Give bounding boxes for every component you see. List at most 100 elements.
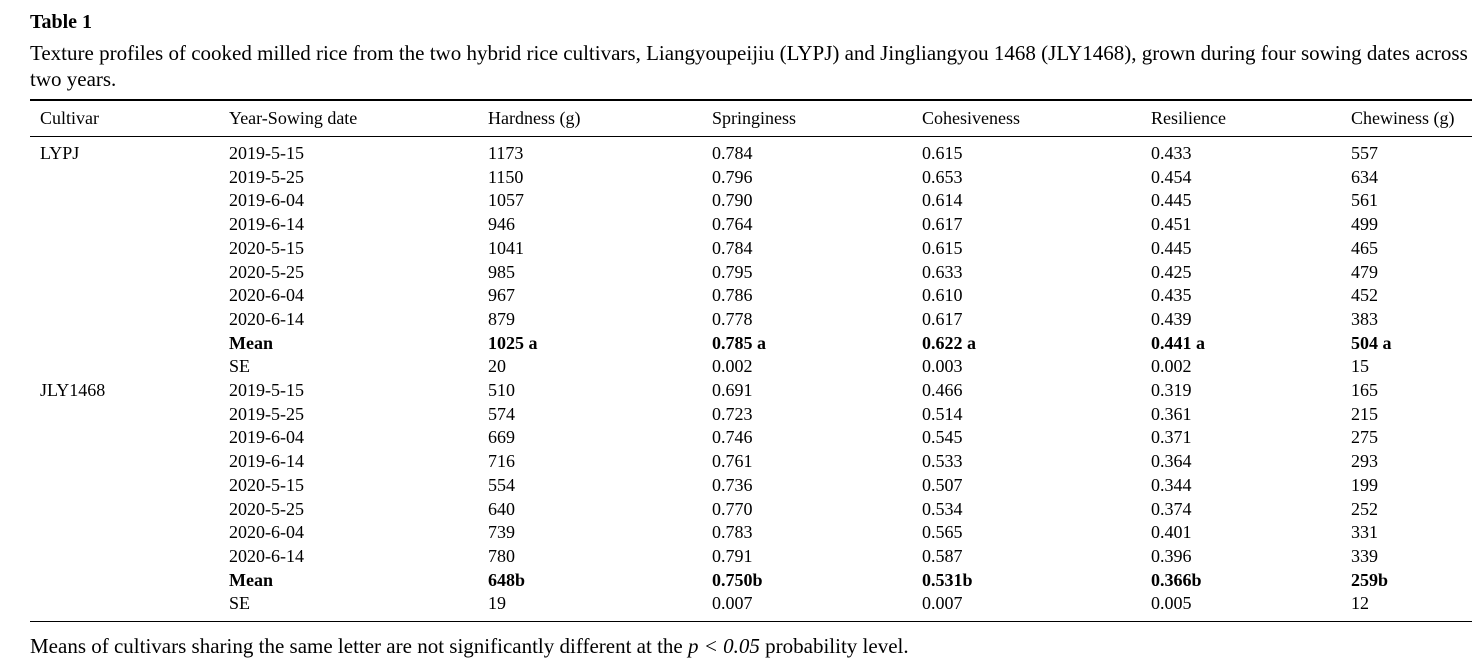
table-cell: 339 [1351, 545, 1378, 566]
table-cell [30, 521, 219, 545]
table-cell [30, 592, 219, 621]
table-row: SE 20 0.002 0.003 0.002 15 [30, 355, 1472, 379]
table-cell: 252 [1351, 498, 1378, 519]
table-cell: 634 [1351, 166, 1378, 187]
table-cell: 0.007 [922, 593, 963, 614]
table-cell: 554 [488, 474, 515, 495]
table-cell: 0.545 [922, 427, 963, 448]
table-cell: SE [229, 593, 251, 614]
table-row: 2019-6-14 946 0.764 0.617 0.451 499 [30, 213, 1472, 237]
table-cell: 2020-5-25 [229, 261, 304, 282]
table-cell [30, 166, 219, 190]
table-cell: 19 [488, 593, 506, 614]
table-cell: 0.507 [922, 474, 963, 495]
table-cell: 0.723 [712, 403, 753, 424]
table-row: 2019-6-04 669 0.746 0.545 0.371 275 [30, 426, 1472, 450]
table-cell: 0.396 [1151, 545, 1192, 566]
table-cell: 0.441 a [1151, 332, 1205, 353]
table-cell: 2020-6-04 [229, 522, 304, 543]
table-cell: 383 [1351, 308, 1378, 329]
table-cell: 0.691 [712, 380, 753, 401]
table-cell [30, 545, 219, 569]
table-cell: 557 [1351, 143, 1378, 163]
table-cell: 985 [488, 261, 515, 282]
table-cell: 2019-6-04 [229, 190, 304, 211]
table-caption: Texture profiles of cooked milled rice f… [30, 41, 1468, 91]
table-cell: 0.466 [922, 380, 963, 401]
table-cell: 1041 [488, 237, 524, 258]
table-cell: 0.445 [1151, 237, 1192, 258]
table-cell [30, 189, 219, 213]
table-cell [30, 308, 219, 332]
table-cell: 0.002 [712, 356, 753, 377]
table-cell: 0.565 [922, 522, 963, 543]
table-cell: 2020-5-15 [229, 474, 304, 495]
table-cell: 0.344 [1151, 474, 1192, 495]
table-cell: 0.319 [1151, 380, 1192, 401]
table-row: Mean 1025 a 0.785 a 0.622 a 0.441 a 504 a [30, 332, 1472, 356]
table-cell: Mean [229, 569, 273, 590]
table-cell: 0.445 [1151, 190, 1192, 211]
table-cell: 648b [488, 569, 526, 590]
table-cell: 0.791 [712, 545, 753, 566]
table-cell: 0.795 [712, 261, 753, 282]
table-cell: 0.786 [712, 285, 753, 306]
table-cell: 2019-6-04 [229, 427, 304, 448]
table-cell [30, 498, 219, 522]
table-cell: 0.615 [922, 143, 963, 163]
table-cell: 1150 [488, 166, 524, 187]
table-cell: 0.764 [712, 214, 753, 235]
table-cell: 0.454 [1151, 166, 1192, 187]
table-cell [30, 426, 219, 450]
table-row: 2019-5-25 1150 0.796 0.653 0.454 634 [30, 166, 1472, 190]
footnote-text-before: Means of cultivars sharing the same lett… [30, 634, 688, 659]
table-row: 2020-5-15 554 0.736 0.507 0.344 199 [30, 474, 1472, 498]
table-row: Mean 648b 0.750b 0.531b 0.366b 259b [30, 569, 1472, 593]
table-cell: 215 [1351, 403, 1378, 424]
table-cell: 0.617 [922, 214, 963, 235]
table-cell: 0.534 [922, 498, 963, 519]
table-cell: 0.653 [922, 166, 963, 187]
table-cell: 199 [1351, 474, 1378, 495]
table-cell: 0.622 a [922, 332, 976, 353]
table-cell: 0.514 [922, 403, 963, 424]
table-cell: 1057 [488, 190, 524, 211]
table-cell [30, 284, 219, 308]
table-body: LYPJ 2019-5-15 1173 0.784 0.615 0.433 557 2019-… [30, 137, 1472, 622]
table-cell: 879 [488, 308, 515, 329]
table-footnote: Means of cultivars sharing the same lett… [30, 633, 1470, 659]
table-cell: 2020-6-04 [229, 285, 304, 306]
table-cell: 967 [488, 285, 515, 306]
table-cell: 0.615 [922, 237, 963, 258]
table-row: 2019-5-25 574 0.723 0.514 0.361 215 [30, 403, 1472, 427]
table-cell: 2020-6-14 [229, 545, 304, 566]
table-cell: 0.761 [712, 451, 753, 472]
table-cell: 20 [488, 356, 506, 377]
table-cell: 0.610 [922, 285, 963, 306]
table-cell: 15 [1351, 356, 1369, 377]
table-cell [30, 237, 219, 261]
table-cell: 0.451 [1151, 214, 1192, 235]
table-cell: 12 [1351, 593, 1369, 614]
table-row: 2020-6-14 879 0.778 0.617 0.439 383 [30, 308, 1472, 332]
table-cell: 946 [488, 214, 515, 235]
table-cell: 0.401 [1151, 522, 1192, 543]
table-cell: 275 [1351, 427, 1378, 448]
table-label: Table 1 [30, 11, 93, 33]
table-cell [30, 569, 219, 593]
table-cell: 2019-5-25 [229, 403, 304, 424]
table-cell: 504 a [1351, 332, 1392, 353]
column-header-resilience: Resilience [1141, 100, 1341, 137]
table-cell: 0.750b [712, 569, 763, 590]
table-cell [30, 261, 219, 285]
table-cell: 2019-5-15 [229, 143, 304, 163]
table-cell: 0.425 [1151, 261, 1192, 282]
table-cell: 0.002 [1151, 356, 1192, 377]
column-header-chewiness: Chewiness (g) [1341, 100, 1472, 137]
table-row: 2019-6-14 716 0.761 0.533 0.364 293 [30, 450, 1472, 474]
table-cell: 716 [488, 451, 515, 472]
table-cell: 739 [488, 522, 515, 543]
table-cell [30, 355, 219, 379]
table-row: 2019-6-04 1057 0.790 0.614 0.445 561 [30, 189, 1472, 213]
